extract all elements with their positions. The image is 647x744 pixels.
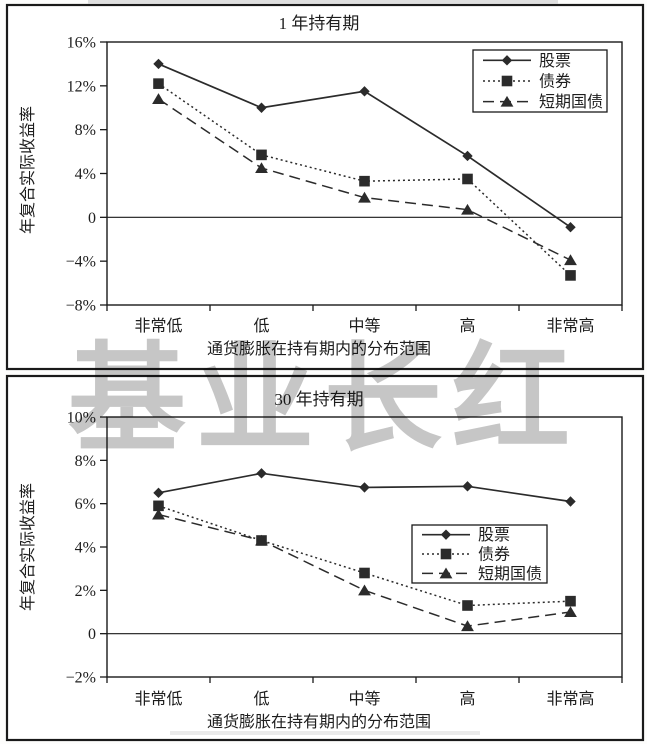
x-category-label: 中等 xyxy=(348,317,380,335)
x-category-label: 低 xyxy=(253,317,269,335)
x-category-label: 高 xyxy=(459,317,475,335)
y-tick-label: 0 xyxy=(88,626,96,643)
y-axis-title: 年复合实际收益率 xyxy=(19,483,37,611)
y-tick-label: −2% xyxy=(66,670,96,687)
x-axis-title: 通货膨胀在持有期内的分布范围 xyxy=(207,713,431,731)
x-category-label: 非常高 xyxy=(546,690,594,708)
y-tick-label: 4% xyxy=(75,166,96,183)
legend-label: 债券 xyxy=(478,546,510,564)
line-chart-30yr: 30 年持有期 −2% 0 2% 4% 6% 8% 10% 非常低 低 中等 高 非常高通货膨胀在持有期… xyxy=(5,374,645,742)
series-line xyxy=(158,513,571,627)
y-tick-label: 12% xyxy=(67,78,96,95)
series-stocks xyxy=(153,58,576,233)
y-tick-label: 10% xyxy=(67,410,96,427)
y-axis: −2% 0 2% 4% 6% 8% 10% xyxy=(66,410,107,687)
legend-label: 股票 xyxy=(478,526,510,544)
x-axis: 非常低 低 中等 高 非常高 xyxy=(106,305,623,335)
y-tick-label: 2% xyxy=(75,583,96,600)
y-axis: −8% −4% 0 4% 8% 12% 16% xyxy=(66,35,107,315)
legend-label: 股票 xyxy=(539,52,571,70)
x-category-label: 中等 xyxy=(348,690,380,708)
x-axis: 非常低 低 中等 高 非常高 xyxy=(106,677,623,708)
legend-label: 短期国债 xyxy=(478,565,542,583)
legend-label: 债券 xyxy=(539,73,571,91)
y-axis-title: 年复合实际收益率 xyxy=(19,106,37,234)
y-tick-label: 0 xyxy=(88,210,96,227)
x-category-label: 非常低 xyxy=(134,317,182,335)
line-chart-1yr: 1 年持有期 −8% −4% 0 4% 8% 12% 16% 非常低 低 中等 高 非常高通货膨胀在持有… xyxy=(5,3,645,371)
series-bonds xyxy=(153,78,576,281)
y-tick-label: −4% xyxy=(66,254,96,271)
x-category-label: 非常高 xyxy=(546,317,594,335)
y-tick-label: −8% xyxy=(66,298,96,315)
chart-title: 1 年持有期 xyxy=(279,14,360,33)
x-category-label: 非常低 xyxy=(134,690,182,708)
x-axis-title: 通货膨胀在持有期内的分布范围 xyxy=(207,340,431,358)
series-tbills xyxy=(152,93,577,266)
legend-label: 短期国债 xyxy=(539,93,603,111)
series-stocks xyxy=(153,468,576,507)
series-tbills xyxy=(152,508,577,632)
y-tick-label: 6% xyxy=(75,496,96,513)
y-tick-label: 8% xyxy=(75,453,96,470)
x-category-label: 高 xyxy=(459,690,475,708)
y-tick-label: 16% xyxy=(67,35,96,52)
x-category-label: 低 xyxy=(253,690,269,708)
y-tick-label: 4% xyxy=(75,540,96,557)
chart-title: 30 年持有期 xyxy=(274,390,363,409)
y-tick-label: 8% xyxy=(75,122,96,139)
